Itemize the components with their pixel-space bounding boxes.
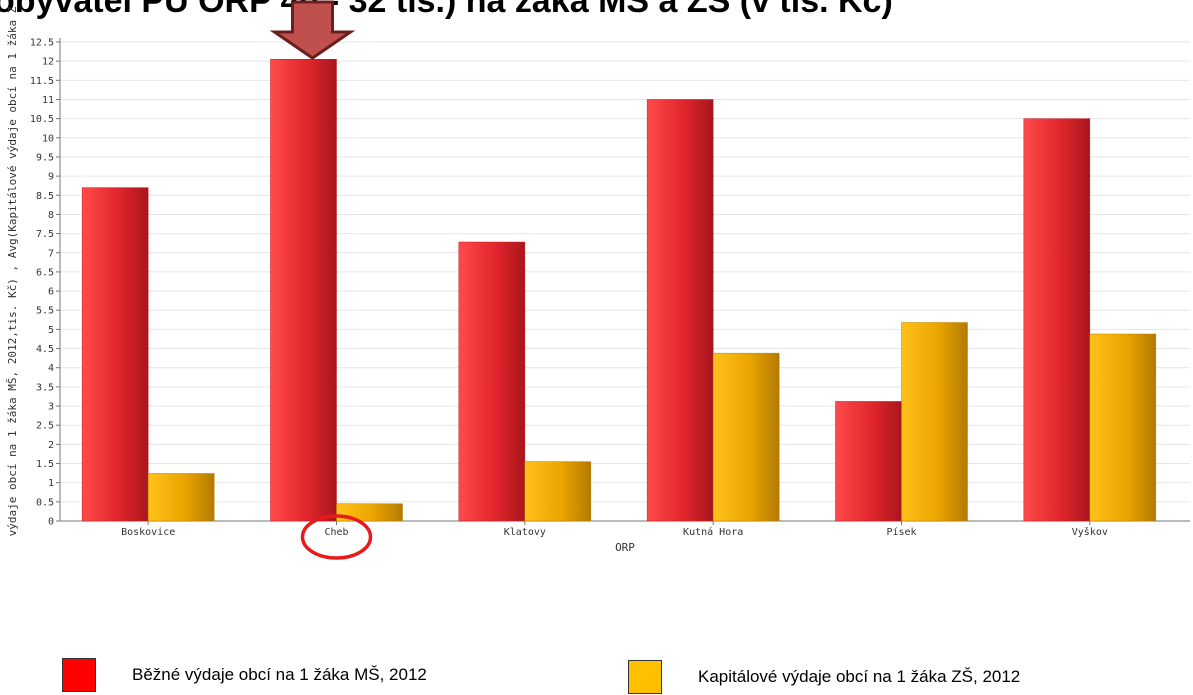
y-tick-label: 11.5: [30, 76, 54, 87]
bar-bezne-cheb: [270, 58, 337, 522]
y-tick-label: 5: [48, 325, 54, 336]
y-tick-label: 12.5: [30, 38, 54, 49]
y-axis-label: výdaje obcí na 1 žáka MŠ, 2012,tis. Kč) …: [6, 6, 19, 536]
bar-bezne-kutná-hora: [646, 99, 714, 522]
chart-title: obyvatel PŮ ORP 40 - 32 tis.) na žáka MŠ…: [0, 0, 893, 20]
bar-kapitalove-vyškov: [1089, 333, 1157, 522]
axis-labels: 00.511.522.533.544.555.566.577.588.599.5…: [6, 6, 1108, 554]
y-tick-label: 2: [48, 440, 54, 451]
y-tick-label: 4: [48, 363, 54, 374]
y-tick-label: 3: [48, 402, 54, 413]
y-tick-label: 11: [42, 95, 54, 106]
legend-swatch-red: [62, 658, 96, 692]
grid-lines: [60, 41, 1190, 522]
bar-kapitalove-klatovy: [524, 461, 592, 522]
bars: [81, 58, 1157, 522]
y-tick-label: 1: [48, 478, 54, 489]
x-axis-label: ORP: [615, 541, 635, 554]
y-tick-label: 6: [48, 287, 54, 298]
bar-kapitalove-písek: [901, 322, 968, 522]
y-tick-label: 3.5: [36, 382, 54, 393]
x-tick-label: Cheb: [324, 527, 348, 538]
legend-label: Běžné výdaje obcí na 1 žáka MŠ, 2012: [132, 665, 427, 684]
legend-swatch-orange: [628, 660, 662, 694]
legend-item-series-2: Kapitálové výdaje obcí na 1 žáka ZŠ, 201…: [628, 660, 1020, 694]
y-tick-label: 7.5: [36, 229, 54, 240]
y-tick-label: 8.5: [36, 191, 54, 202]
bar-kapitalove-kutná-hora: [712, 352, 780, 522]
highlight-circle: [300, 514, 373, 560]
y-tick-label: 10: [42, 133, 54, 144]
y-tick-label: 0: [48, 517, 54, 528]
y-tick-label: 9.5: [36, 152, 54, 163]
x-tick-label: Vyškov: [1072, 526, 1108, 538]
y-tick-label: 5.5: [36, 306, 54, 317]
y-tick-label: 4.5: [36, 344, 54, 355]
y-tick-label: 9: [48, 172, 54, 183]
bar-bezne-boskovice: [81, 187, 149, 522]
bar-bezne-písek: [835, 401, 902, 522]
down-arrow-icon: [269, 0, 356, 60]
y-tick-label: 12: [42, 57, 54, 68]
y-tick-label: 2.5: [36, 421, 54, 432]
legend-label: Kapitálové výdaje obcí na 1 žáka ZŠ, 201…: [698, 667, 1021, 686]
y-tick-label: 1.5: [36, 459, 54, 470]
x-tick-label: Boskovice: [121, 527, 175, 538]
x-tick-label: Písek: [886, 526, 916, 538]
bar-bezne-klatovy: [458, 241, 526, 522]
bar-kapitalove-boskovice: [147, 473, 215, 522]
legend-item-series-1: Běžné výdaje obcí na 1 žáka MŠ, 2012: [62, 658, 427, 692]
x-tick-label: Kutná Hora: [683, 526, 743, 538]
bar-kapitalove-cheb: [336, 503, 403, 522]
annotations: [269, 0, 373, 560]
y-tick-label: 10.5: [30, 114, 54, 125]
y-tick-label: 6.5: [36, 267, 54, 278]
y-tick-label: 0.5: [36, 497, 54, 508]
y-tick-label: 7: [48, 248, 54, 259]
y-tick-label: 8: [48, 210, 54, 221]
axes: [56, 38, 1190, 525]
bar-bezne-vyškov: [1023, 118, 1091, 522]
x-tick-label: Klatovy: [504, 527, 546, 538]
